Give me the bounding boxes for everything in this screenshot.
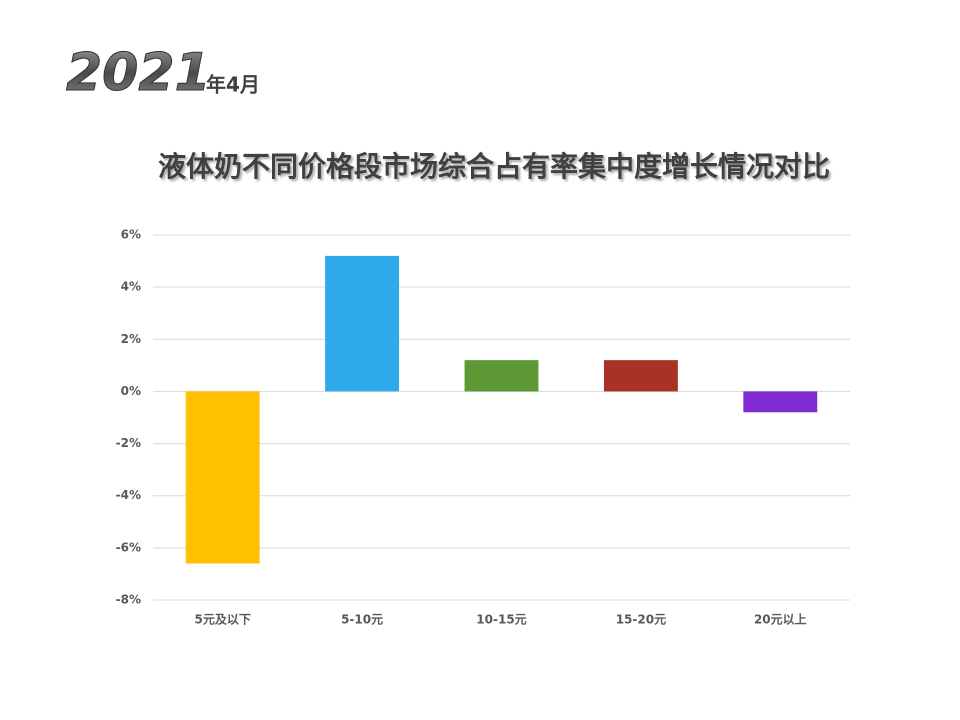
- y-tick-label: -8%: [116, 593, 141, 607]
- x-tick-label: 10-15元: [476, 613, 526, 627]
- y-tick-label: 4%: [121, 280, 141, 294]
- bar: [743, 391, 818, 413]
- bar: [185, 391, 260, 564]
- x-tick-label: 20元以上: [754, 612, 807, 627]
- y-tick-label: -4%: [116, 488, 141, 502]
- bar: [603, 360, 678, 392]
- header-year: 2021: [66, 43, 211, 103]
- header-month: 年4月: [206, 73, 260, 97]
- x-tick-label: 5元及以下: [195, 613, 251, 627]
- y-tick-label: 2%: [121, 332, 141, 346]
- y-tick-label: -6%: [116, 540, 141, 554]
- bar: [464, 360, 539, 392]
- y-tick-label: 0%: [121, 384, 141, 398]
- bar: [325, 255, 400, 392]
- x-tick-label: 15-20元: [616, 613, 666, 627]
- y-tick-label: -2%: [116, 436, 141, 450]
- chart-title: 液体奶不同价格段市场综合占有率集中度增长情况对比: [158, 150, 830, 183]
- x-tick-label: 5-10元: [341, 613, 383, 627]
- y-tick-label: 6%: [121, 228, 141, 242]
